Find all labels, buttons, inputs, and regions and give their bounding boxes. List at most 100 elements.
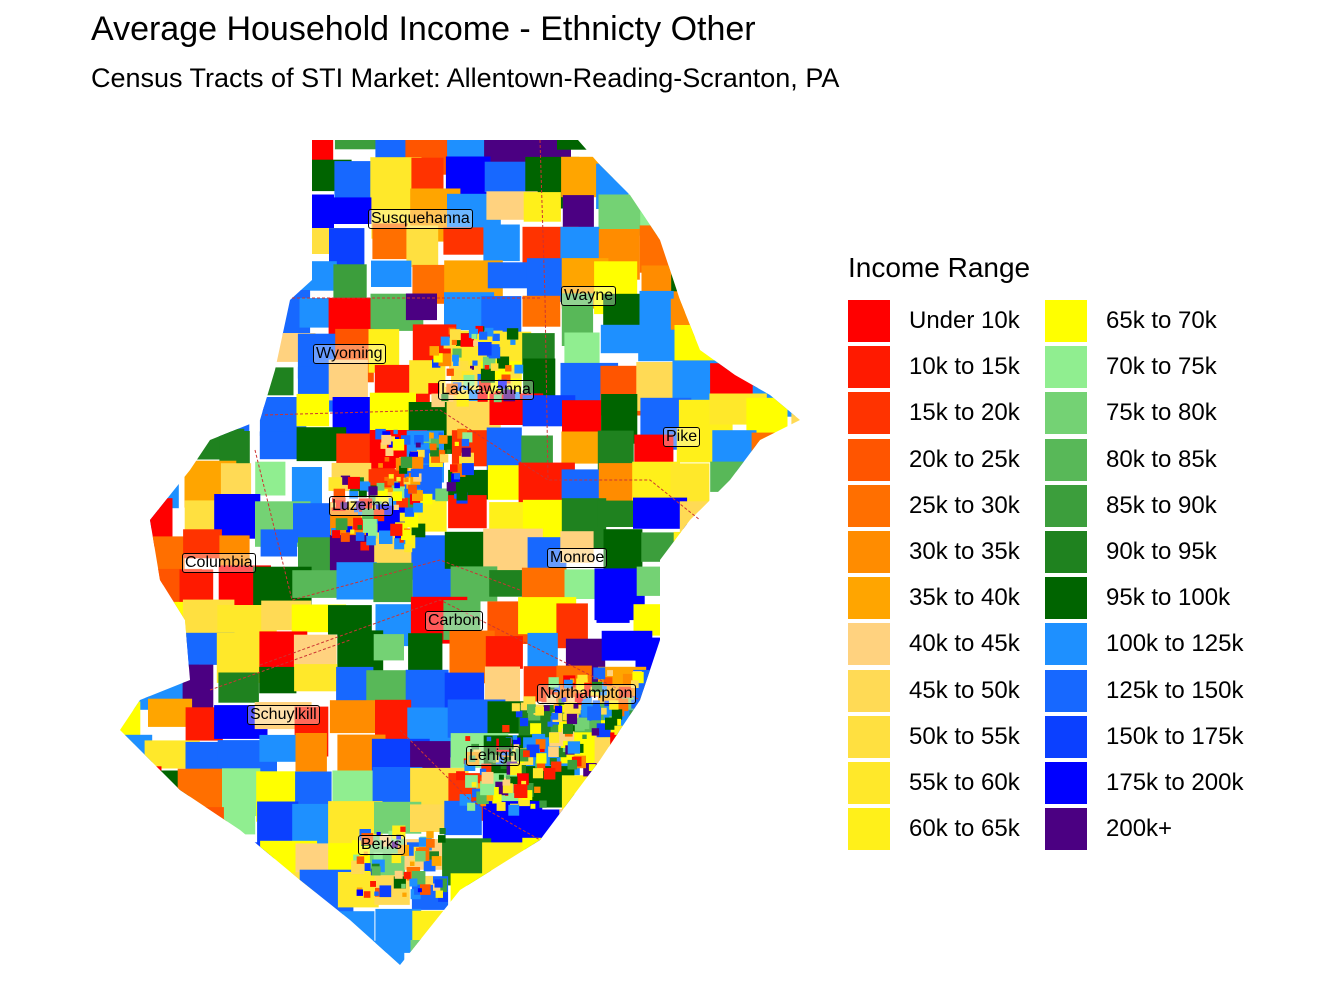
legend-label: 25k to 30k xyxy=(909,491,1020,519)
census-tract xyxy=(509,776,518,785)
census-tract xyxy=(371,260,412,287)
census-tract xyxy=(527,704,536,713)
census-tract xyxy=(340,475,351,485)
census-tract xyxy=(333,488,346,501)
census-tract xyxy=(435,890,443,898)
census-tract xyxy=(595,876,643,908)
census-tract xyxy=(750,601,798,650)
census-tract xyxy=(404,544,413,553)
county-label-schuylkill: Schuylkill xyxy=(247,705,320,725)
census-tract xyxy=(535,739,546,749)
census-tract xyxy=(215,262,256,301)
census-tract xyxy=(413,502,423,513)
census-tract xyxy=(752,528,800,566)
census-tract xyxy=(372,940,405,965)
census-tract xyxy=(616,733,628,745)
census-tract xyxy=(755,670,797,720)
legend-label: 80k to 85k xyxy=(1106,445,1217,473)
census-tract xyxy=(513,737,521,745)
census-tract xyxy=(440,336,450,346)
census-tract xyxy=(357,525,362,530)
census-tract xyxy=(609,700,619,710)
census-tract xyxy=(176,330,233,366)
census-tract xyxy=(334,140,386,150)
census-tract xyxy=(748,467,792,514)
census-tract xyxy=(513,744,520,750)
legend-item: 90k to 95k xyxy=(1045,529,1242,575)
census-tract xyxy=(400,456,413,468)
legend-item: 75k to 80k xyxy=(1045,390,1242,436)
legend-swatch xyxy=(848,300,890,343)
census-tract xyxy=(409,878,418,887)
census-tract xyxy=(593,667,606,680)
census-tract xyxy=(454,441,459,446)
census-tract xyxy=(523,750,530,758)
census-tract xyxy=(401,883,406,889)
legend-column-1: Under 10k 10k to 15k 15k to 20k 20k to 2… xyxy=(848,298,1045,852)
census-tract xyxy=(677,633,726,673)
census-tract xyxy=(714,633,758,669)
census-tract xyxy=(385,447,394,456)
census-tract xyxy=(397,844,409,856)
county-label-pike: Pike xyxy=(663,427,701,447)
legend-item: 15k to 20k xyxy=(848,390,1045,436)
census-tract xyxy=(512,391,520,400)
county-label-columbia: Columbia xyxy=(182,553,256,573)
census-tract xyxy=(376,482,385,491)
census-tract xyxy=(487,465,520,500)
census-tract xyxy=(633,708,643,719)
census-tract xyxy=(481,771,494,784)
census-tract xyxy=(560,531,594,563)
census-tract xyxy=(717,330,760,362)
census-tract xyxy=(548,677,559,688)
legend-label: 100k to 125k xyxy=(1106,630,1244,658)
census-tract xyxy=(709,192,744,241)
census-tract xyxy=(791,196,800,249)
census-tract xyxy=(717,841,765,875)
census-tract xyxy=(679,834,740,866)
census-tract xyxy=(788,670,800,701)
census-tract xyxy=(179,259,231,287)
census-tract xyxy=(430,447,439,457)
legend-item: 70k to 75k xyxy=(1045,344,1242,390)
census-tract xyxy=(353,854,360,861)
census-tract xyxy=(143,161,180,200)
census-tract xyxy=(677,869,734,918)
census-tract xyxy=(120,766,162,810)
census-tract xyxy=(368,486,378,496)
census-tract xyxy=(785,809,800,859)
census-tract xyxy=(471,333,477,340)
census-tract xyxy=(787,738,800,788)
legend-label: 85k to 90k xyxy=(1106,491,1217,519)
census-tract xyxy=(415,851,426,862)
census-tract xyxy=(634,726,648,740)
census-tract xyxy=(396,477,401,482)
census-tract xyxy=(449,329,461,341)
census-tract xyxy=(434,879,443,888)
census-tract xyxy=(355,875,368,889)
census-tract xyxy=(566,713,578,725)
census-tract xyxy=(446,449,451,454)
census-tract xyxy=(467,802,476,811)
census-tract xyxy=(424,875,433,885)
census-tract xyxy=(790,299,800,343)
census-tract xyxy=(412,490,423,501)
census-tract xyxy=(753,570,797,621)
legend-label: 60k to 65k xyxy=(909,815,1020,843)
census-tract xyxy=(120,222,165,266)
census-tract xyxy=(473,340,479,347)
census-tract xyxy=(503,389,516,402)
census-tract xyxy=(709,668,765,707)
census-tract xyxy=(140,809,175,859)
map-title: Average Household Income - Ethnicty Othe… xyxy=(91,10,756,48)
census-tract xyxy=(510,763,522,776)
census-tract xyxy=(391,841,399,848)
census-tract xyxy=(140,460,179,509)
census-tract xyxy=(510,378,516,385)
census-tract xyxy=(299,942,357,965)
legend-label: 90k to 95k xyxy=(1106,538,1217,566)
census-tract xyxy=(716,228,776,279)
census-tract xyxy=(748,327,781,363)
census-tract xyxy=(379,835,392,847)
census-tract xyxy=(390,523,403,536)
